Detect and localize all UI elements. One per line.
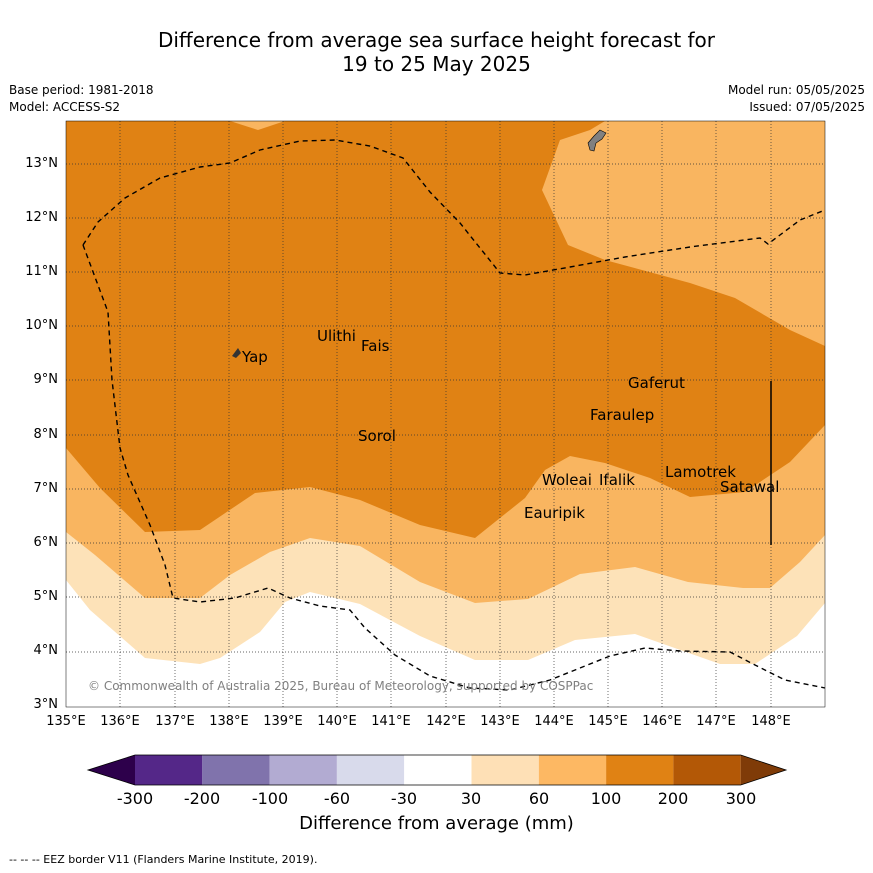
colorbar-tick-label: -200: [183, 789, 221, 808]
place-label-ulithi: Ulithi: [317, 327, 356, 345]
place-labels: Yap Ulithi Fais Sorol Gaferut Faraulep W…: [241, 327, 779, 522]
place-label-eauripik: Eauripik: [524, 504, 585, 522]
colorbar-tick-label: -300: [116, 789, 154, 808]
lat-label: 13°N: [25, 156, 58, 171]
map-frame: [65, 120, 826, 708]
colorbar-cell-6: [471, 755, 539, 785]
lat-label: 9°N: [33, 372, 59, 387]
place-label-yap: Yap: [241, 348, 268, 366]
lat-label: 5°N: [33, 589, 59, 604]
colorbar-label: Difference from average (mm): [299, 813, 574, 834]
colorbar-cell-5: [404, 755, 472, 785]
colorbar-cell-2: [202, 755, 270, 785]
lon-label: 139°E: [263, 714, 303, 729]
place-label-ifalik: Ifalik: [599, 471, 635, 489]
colorbar-outline: [86, 754, 788, 786]
place-label-sorol: Sorol: [358, 427, 396, 445]
eez-legend-note: -- -- -- EEZ border V11 (Flanders Marine…: [9, 853, 318, 866]
place-label-faraulep: Faraulep: [590, 406, 654, 424]
lat-label: 7°N: [33, 481, 59, 496]
colorbar-tick-label: 300: [725, 789, 757, 808]
contour-band-100-200: [66, 121, 825, 538]
lon-label: 142°E: [426, 714, 466, 729]
place-label-lamotrek: Lamotrek: [665, 463, 736, 481]
lon-label: 136°E: [100, 714, 140, 729]
lat-label: 3°N: [33, 697, 59, 712]
model-text: Model: ACCESS-S2: [9, 100, 121, 114]
title-line-1: Difference from average sea surface heig…: [157, 28, 716, 52]
lon-label: 144°E: [534, 714, 574, 729]
place-label-gaferut: Gaferut: [628, 374, 685, 392]
colorbar-cell-1: [135, 755, 203, 785]
base-period-text: Base period: 1981-2018: [9, 83, 154, 97]
map-title: Difference from average sea surface heig…: [0, 28, 873, 76]
colorbar-tick-label: 100: [590, 789, 622, 808]
colorbar-tick-label: -100: [251, 789, 289, 808]
colorbar-cell-9: [673, 755, 741, 785]
title-line-2: 19 to 25 May 2025: [342, 52, 531, 76]
colorbar-tick-label: 60: [528, 789, 550, 808]
lon-label: 143°E: [480, 714, 520, 729]
meta-right: Model run: 05/05/2025 Issued: 07/05/2025: [728, 82, 865, 116]
colorbar-tick-label: -30: [390, 789, 418, 808]
colorbar-cell-3: [269, 755, 337, 785]
colorbar-cell-8: [606, 755, 674, 785]
colorbar-cell-7: [538, 755, 607, 785]
colorbar-extend-low: [88, 755, 135, 785]
colorbar-tick-label: 30: [460, 789, 482, 808]
lat-label: 11°N: [25, 264, 58, 279]
lon-label: 147°E: [696, 714, 736, 729]
contour-band-60-100-top: [230, 121, 285, 130]
colorbar-tick-label: -60: [323, 789, 351, 808]
copyright-text: © Commonwealth of Australia 2025, Bureau…: [88, 679, 593, 693]
colorbar: [86, 754, 788, 786]
model-run-text: Model run: 05/05/2025: [727, 83, 865, 97]
lat-label: 10°N: [25, 318, 58, 333]
issued-text: Issued: 07/05/2025: [749, 100, 865, 114]
colorbar-cell-4: [336, 755, 405, 785]
eez-border: [82, 139, 826, 691]
meta-left: Base period: 1981-2018 Model: ACCESS-S2: [9, 82, 154, 116]
yap-land: [232, 348, 241, 358]
lon-label: 138°E: [209, 714, 249, 729]
lon-label: 137°E: [155, 714, 195, 729]
lon-label: 145°E: [588, 714, 628, 729]
grid-lines: [66, 121, 825, 707]
lat-label: 6°N: [33, 535, 59, 550]
place-label-satawal: Satawal: [720, 478, 779, 496]
lon-label: 140°E: [317, 714, 357, 729]
lon-label: 148°E: [751, 714, 791, 729]
colorbar-extend-high: [740, 755, 786, 785]
lat-label: 8°N: [33, 427, 59, 442]
lon-label: 135°E: [46, 714, 86, 729]
guam-land: [587, 129, 607, 152]
lon-label: 141°E: [371, 714, 411, 729]
place-label-woleai: Woleai: [542, 471, 592, 489]
colorbar-tick-label: 200: [657, 789, 689, 808]
place-label-fais: Fais: [361, 337, 390, 355]
lon-label: 146°E: [642, 714, 682, 729]
lat-label: 12°N: [25, 210, 58, 225]
lat-label: 4°N: [33, 643, 59, 658]
